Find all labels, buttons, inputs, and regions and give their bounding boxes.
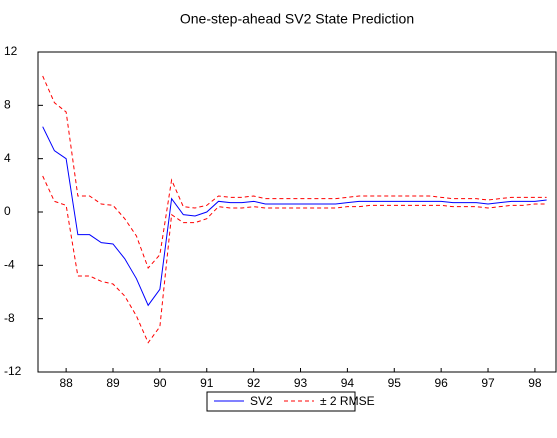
x-tick-label: 97 [481, 376, 495, 390]
y-tick-label: 8 [4, 98, 11, 112]
plot-frame [37, 51, 557, 373]
series-line [42, 126, 547, 307]
y-tick-label: -12 [4, 364, 22, 378]
legend-label: SV2 [250, 394, 273, 408]
y-tick-label: -8 [4, 311, 15, 325]
x-tick-label: 90 [153, 376, 167, 390]
x-tick-label: 92 [247, 376, 261, 390]
x-tick-label: 88 [59, 376, 73, 390]
y-tick-label: 12 [4, 44, 18, 58]
x-tick-label: 91 [200, 376, 214, 390]
legend [206, 391, 356, 412]
x-tick-label: 93 [294, 376, 308, 390]
chart-title: One-step-ahead SV2 State Prediction [180, 11, 414, 27]
y-tick-label: -4 [4, 258, 15, 272]
x-tick-label: 95 [388, 376, 402, 390]
y-tick-label: 0 [4, 204, 11, 218]
series-line [42, 75, 547, 269]
x-tick-label: 89 [106, 376, 120, 390]
legend-label: ± 2 RMSE [320, 394, 375, 408]
y-tick-label: 4 [4, 151, 11, 165]
x-tick-label: 94 [341, 376, 355, 390]
x-tick-label: 98 [528, 376, 542, 390]
x-tick-label: 96 [434, 376, 448, 390]
series-line-lower [42, 175, 547, 344]
